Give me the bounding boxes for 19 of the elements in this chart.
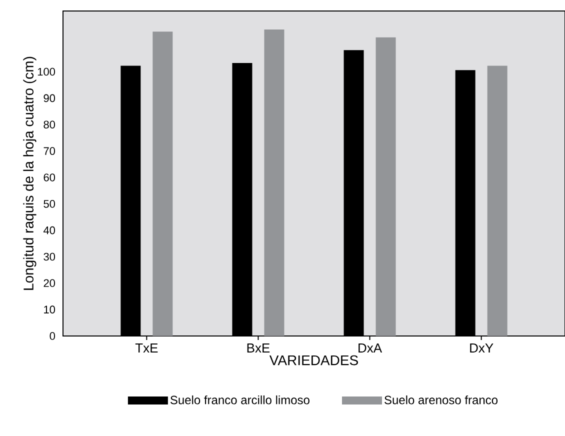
x-tick-label: TxE [135,344,158,352]
legend-label: Suelo franco arcillo limoso [170,395,310,404]
x-tick-label: DxA [358,344,382,352]
x-tick-label: BxE [247,344,270,352]
y-tick-label: 40 [43,226,56,234]
y-tick-label: 20 [44,279,56,288]
y-axis-title: Longitud raquis de la hoja cuatro (cm) [23,56,36,290]
y-tick-label: 10 [44,306,56,314]
legend-label: Suelo arenoso franco [384,395,498,404]
y-tick-label: 100 [38,68,56,76]
y-tick-label: 0 [50,332,56,340]
y-tick-label: 70 [44,147,56,155]
y-tick-label: 80 [44,120,56,129]
x-tick-label: DxY [470,344,494,352]
y-tick-label: 60 [44,174,56,182]
y-tick-label: 50 [44,200,56,208]
y-tick-label: 90 [44,94,56,102]
y-tick-label: 30 [44,252,56,261]
x-axis-title: VARIEDADES [269,355,358,366]
